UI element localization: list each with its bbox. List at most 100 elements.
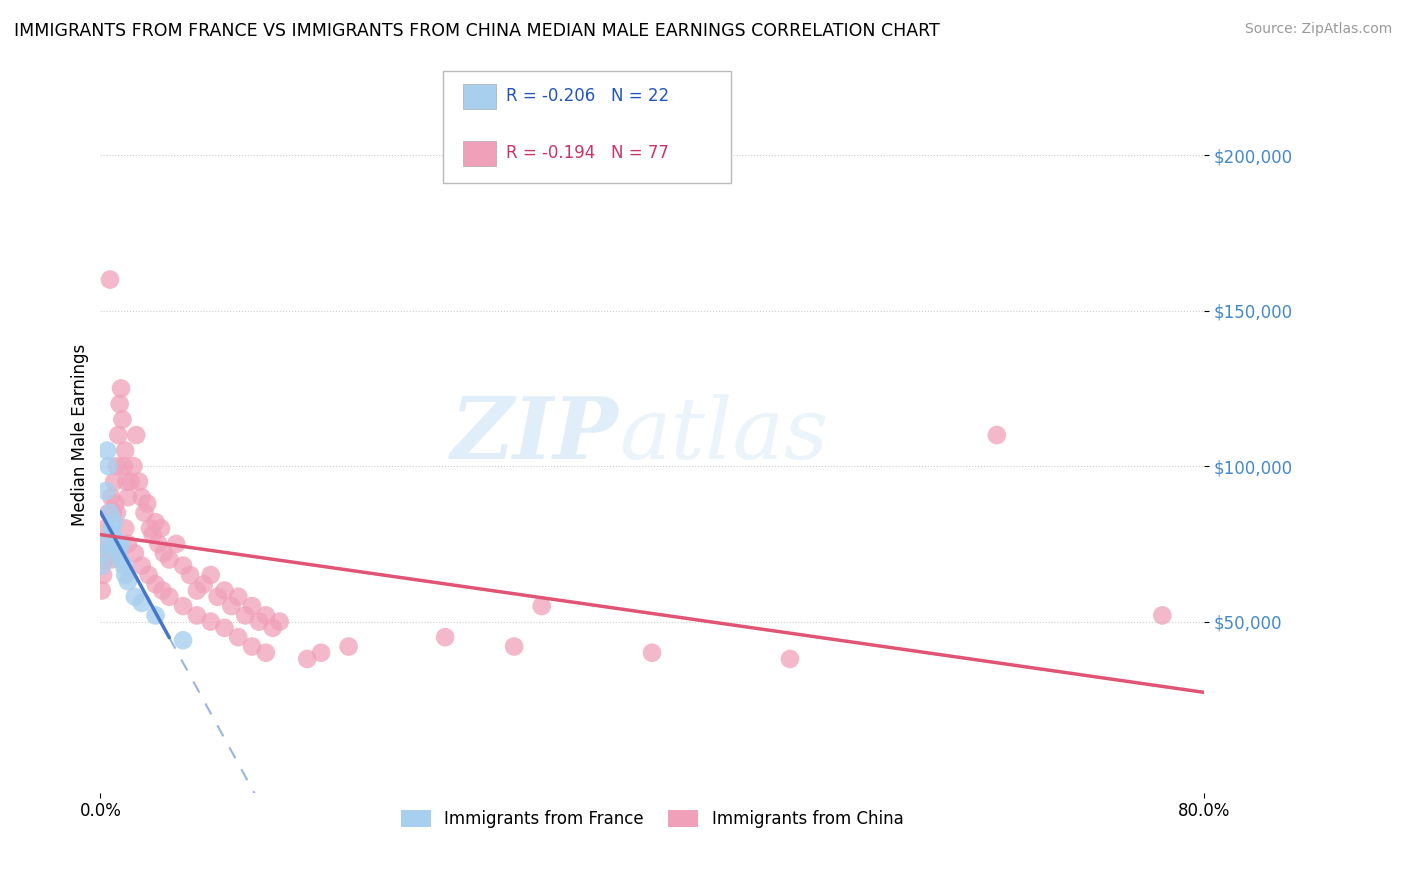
Point [139, 521, 162, 535]
Point [145, 515, 167, 529]
Point [641, 646, 664, 660]
Point [117, 537, 139, 551]
Point [269, 615, 291, 629]
Point [200, 568, 222, 582]
Point [207, 590, 229, 604]
Point [120, 475, 142, 489]
Point [131, 596, 153, 610]
Point [107, 546, 129, 560]
Point [779, 652, 801, 666]
Point [152, 583, 174, 598]
Point [105, 506, 128, 520]
Text: R = -0.206   N = 22: R = -0.206 N = 22 [506, 87, 669, 105]
Point [97, 506, 120, 520]
Point [150, 521, 173, 535]
Y-axis label: Median Male Earnings: Median Male Earnings [72, 344, 89, 526]
Point [142, 527, 165, 541]
Point [112, 459, 135, 474]
Point [262, 621, 284, 635]
Point [111, 412, 134, 426]
Point [97, 459, 120, 474]
Point [200, 615, 222, 629]
Point [128, 475, 150, 489]
Point [530, 599, 553, 613]
Point [122, 459, 145, 474]
Point [134, 506, 156, 520]
Point [148, 537, 170, 551]
Point [254, 646, 277, 660]
Point [503, 640, 526, 654]
Point [117, 490, 139, 504]
Point [138, 568, 160, 582]
Point [103, 515, 125, 529]
Point [1152, 608, 1174, 623]
Point [124, 546, 146, 560]
Point [114, 568, 136, 582]
Point [124, 590, 146, 604]
Point [131, 490, 153, 504]
Point [337, 640, 360, 654]
Point [100, 490, 122, 504]
Point [94, 483, 117, 498]
Point [90, 558, 112, 573]
Point [233, 608, 256, 623]
Point [125, 428, 148, 442]
Point [136, 496, 159, 510]
Text: IMMIGRANTS FROM FRANCE VS IMMIGRANTS FROM CHINA MEDIAN MALE EARNINGS CORRELATION: IMMIGRANTS FROM FRANCE VS IMMIGRANTS FRO… [14, 22, 939, 40]
Point [114, 521, 136, 535]
Point [110, 381, 132, 395]
Point [108, 552, 131, 566]
Legend: Immigrants from France, Immigrants from China: Immigrants from France, Immigrants from … [394, 803, 910, 834]
Point [221, 599, 243, 613]
Text: R = -0.194   N = 77: R = -0.194 N = 77 [506, 145, 669, 162]
Point [115, 475, 138, 489]
Point [93, 552, 115, 566]
Text: ZIP: ZIP [451, 393, 619, 477]
Point [112, 558, 135, 573]
Point [226, 590, 249, 604]
Point [94, 521, 117, 535]
Point [91, 546, 114, 560]
Point [100, 552, 122, 566]
Point [103, 475, 125, 489]
Point [179, 568, 201, 582]
Point [110, 537, 132, 551]
Point [186, 583, 208, 598]
Point [104, 533, 127, 548]
Text: Source: ZipAtlas.com: Source: ZipAtlas.com [1244, 22, 1392, 37]
Point [91, 568, 114, 582]
Point [108, 397, 131, 411]
Point [100, 521, 122, 535]
Point [114, 443, 136, 458]
Point [157, 552, 180, 566]
Point [105, 540, 128, 554]
Point [434, 630, 457, 644]
Text: atlas: atlas [619, 393, 828, 476]
Point [172, 558, 194, 573]
Point [172, 599, 194, 613]
Point [226, 630, 249, 644]
Point [96, 443, 118, 458]
Point [90, 583, 112, 598]
Point [165, 537, 187, 551]
Point [152, 546, 174, 560]
Point [297, 652, 319, 666]
Point [214, 583, 236, 598]
Point [96, 537, 118, 551]
Point [101, 506, 124, 520]
Point [247, 615, 270, 629]
Point [254, 608, 277, 623]
Point [93, 537, 115, 551]
Point [101, 527, 124, 541]
Point [172, 633, 194, 648]
Point [214, 621, 236, 635]
Point [145, 577, 167, 591]
Point [105, 459, 128, 474]
Point [117, 574, 139, 589]
Point [193, 577, 215, 591]
Point [131, 558, 153, 573]
Point [186, 608, 208, 623]
Point [98, 272, 121, 286]
Point [104, 496, 127, 510]
Point [309, 646, 332, 660]
